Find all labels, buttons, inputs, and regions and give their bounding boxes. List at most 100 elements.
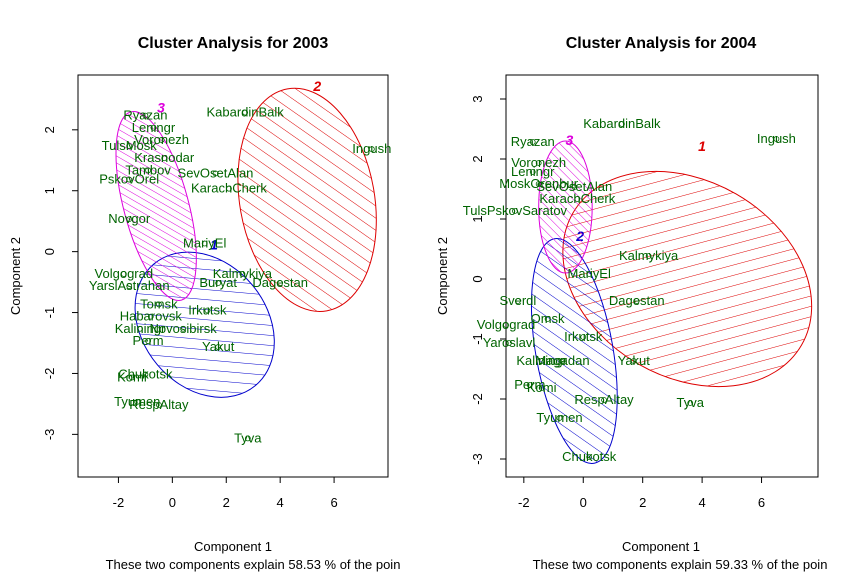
data-point bbox=[204, 307, 211, 314]
point-label: KabardinBalk bbox=[206, 105, 284, 120]
point-label: KabardinBalk bbox=[583, 116, 661, 131]
data-point bbox=[242, 109, 249, 116]
point-label: Tomsk bbox=[140, 296, 178, 311]
point-label: Volgograd bbox=[477, 317, 536, 332]
point-label: PskovOrel bbox=[99, 172, 159, 187]
y-tick-label: -3 bbox=[470, 453, 485, 465]
point-label: Dagestan bbox=[609, 293, 665, 308]
data-point bbox=[145, 338, 151, 344]
data-point bbox=[574, 196, 581, 202]
data-point bbox=[601, 397, 607, 403]
x-tick-label: 0 bbox=[169, 495, 176, 510]
data-point bbox=[529, 169, 536, 175]
point-label: Perm bbox=[514, 377, 545, 392]
point-label: Leningr bbox=[511, 164, 555, 179]
point-label: SevOsetAlan bbox=[178, 165, 254, 180]
cluster-2 bbox=[237, 87, 377, 312]
cluster-id-label: 1 bbox=[210, 237, 218, 253]
cluster-ellipse bbox=[237, 87, 377, 312]
chart-title: Cluster Analysis for 2003 bbox=[138, 35, 329, 52]
data-point bbox=[586, 271, 593, 277]
cluster-ellipse bbox=[115, 110, 197, 301]
data-point bbox=[526, 382, 533, 388]
point-label: Voronezh bbox=[511, 155, 566, 170]
point-label: TulsMosk bbox=[102, 138, 158, 153]
data-point bbox=[145, 167, 151, 174]
y-tick-label: 3 bbox=[470, 95, 485, 102]
cluster-id-label: 2 bbox=[312, 78, 321, 94]
x-tick-label: 0 bbox=[580, 495, 587, 510]
point-label: MariyEl bbox=[568, 266, 611, 281]
point-label: Dagestan bbox=[252, 275, 308, 290]
data-point bbox=[538, 385, 545, 391]
y-tick-label: 2 bbox=[42, 126, 57, 133]
data-point bbox=[226, 185, 232, 192]
chart-title: Cluster Analysis for 2004 bbox=[566, 35, 757, 52]
point-label: Chukotsk bbox=[118, 366, 173, 381]
point-label: Ryazan bbox=[511, 134, 555, 149]
data-point bbox=[180, 325, 187, 332]
point-label: MoskOrenbur bbox=[499, 176, 578, 191]
x-axis-label: Component 1 bbox=[622, 539, 700, 554]
point-label: Yakut bbox=[202, 339, 235, 354]
subtitle: These two components explain 58.53 % of … bbox=[106, 557, 401, 572]
data-point bbox=[580, 334, 587, 340]
y-tick-label: 1 bbox=[470, 215, 485, 222]
data-point bbox=[538, 358, 545, 364]
x-axis-label: Component 1 bbox=[194, 539, 272, 554]
data-point bbox=[277, 280, 284, 286]
y-tick-label: 0 bbox=[42, 248, 57, 255]
point-label: Chukotsk bbox=[562, 449, 617, 464]
data-point bbox=[155, 301, 162, 308]
data-point bbox=[212, 170, 219, 177]
data-point bbox=[126, 143, 133, 149]
cluster-id-label: 3 bbox=[566, 132, 574, 148]
point-label: Buryat bbox=[199, 275, 237, 290]
point-label: YarslAstrahan bbox=[89, 278, 170, 293]
chart-2004: Cluster Analysis for 2004 1 2 3 KabardinBa… bbox=[435, 35, 827, 572]
point-label: KarachCherk bbox=[539, 191, 615, 206]
data-point bbox=[150, 124, 157, 131]
point-label: Yaroslavl bbox=[483, 335, 536, 350]
y-tick-label: -1 bbox=[470, 333, 485, 345]
data-point bbox=[147, 313, 154, 320]
data-point bbox=[126, 176, 133, 183]
point-label: Omsk bbox=[531, 311, 565, 326]
y-tick-label: -1 bbox=[42, 307, 57, 319]
point-label: Irkutsk bbox=[564, 329, 603, 344]
x-tick-label: 4 bbox=[277, 495, 284, 510]
data-point bbox=[645, 253, 652, 259]
y-tick-label: -2 bbox=[470, 393, 485, 405]
data-point bbox=[215, 280, 222, 286]
data-point bbox=[155, 402, 162, 408]
point-label: Kalmykiya bbox=[619, 248, 679, 263]
point-label: Magadan bbox=[535, 353, 589, 368]
point-label: Ingush bbox=[352, 141, 391, 156]
cluster-id-label: 3 bbox=[157, 100, 165, 116]
data-point bbox=[201, 240, 208, 247]
point-label: Yakut bbox=[618, 353, 651, 368]
point-label: Ryazan bbox=[123, 108, 167, 123]
data-point bbox=[571, 184, 578, 190]
data-point bbox=[630, 358, 637, 364]
point-label: Tyva bbox=[234, 430, 262, 445]
data-point bbox=[142, 112, 149, 119]
data-point bbox=[120, 271, 127, 277]
y-tick-label: -2 bbox=[42, 368, 57, 380]
data-point bbox=[129, 374, 135, 381]
data-point bbox=[687, 400, 694, 406]
point-label: Sverdl bbox=[499, 293, 536, 308]
label-layer: KabardinBalkIngushRyazanVoronezhLeningrM… bbox=[463, 116, 796, 464]
point-label: Kaliningr bbox=[516, 353, 567, 368]
data-point bbox=[514, 298, 521, 304]
point-label: Tyumen bbox=[114, 394, 160, 409]
data-point bbox=[529, 139, 536, 145]
data-point bbox=[137, 325, 143, 332]
x-tick-label: 2 bbox=[639, 495, 646, 510]
data-point bbox=[633, 298, 640, 304]
point-label: Tyva bbox=[676, 395, 704, 410]
point-label: Leningr bbox=[132, 120, 176, 135]
cluster-3 bbox=[538, 140, 593, 274]
point-label: Kaliningr bbox=[115, 321, 166, 336]
data-point bbox=[239, 271, 246, 277]
